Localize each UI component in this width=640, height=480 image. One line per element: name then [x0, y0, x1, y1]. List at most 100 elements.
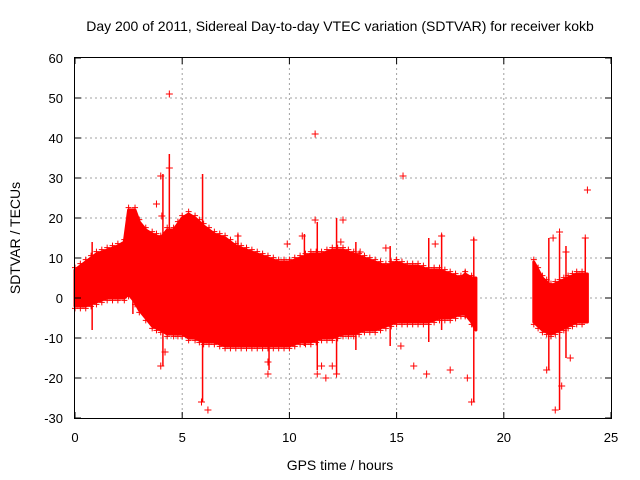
data-point [415, 321, 422, 328]
data-point [283, 240, 291, 248]
data-point [339, 216, 347, 224]
data-point [425, 264, 432, 271]
data-point [104, 297, 111, 304]
data-point [452, 270, 459, 277]
data-point [121, 236, 128, 243]
data-point [211, 341, 218, 348]
data-point [264, 345, 271, 352]
data-point [264, 252, 271, 259]
data-point [104, 244, 111, 251]
data-point [275, 345, 282, 352]
data-point [270, 254, 277, 261]
data-point [243, 345, 250, 352]
data-point [547, 333, 554, 340]
data-point [345, 246, 352, 253]
data-point [356, 248, 364, 256]
data-point [530, 321, 537, 328]
data-point [441, 266, 448, 273]
data-point [125, 204, 132, 211]
data-point [281, 345, 288, 352]
y-tick-label: 60 [49, 51, 63, 66]
y-tick-label: 50 [49, 91, 63, 106]
axis-ticks [74, 57, 612, 419]
data-point [142, 317, 149, 324]
data-point [356, 250, 363, 257]
data-point [153, 230, 160, 237]
gridlines [75, 58, 611, 418]
data-point [258, 328, 266, 336]
data-point [307, 248, 314, 255]
data-point [468, 321, 475, 328]
data-point [530, 256, 537, 263]
data-point [206, 224, 212, 231]
data-point [286, 256, 293, 263]
data-point [311, 216, 319, 224]
data-point [298, 232, 306, 240]
data-point [415, 260, 422, 267]
data-point [539, 329, 546, 336]
data-point [77, 260, 84, 267]
data-point [431, 264, 438, 271]
data-point [114, 297, 121, 304]
data-point [388, 323, 395, 330]
x-tick-label: 10 [282, 430, 296, 445]
data-point [543, 366, 551, 374]
data-point [196, 339, 203, 346]
data-point [179, 212, 186, 219]
data-point [170, 224, 177, 231]
data-point [556, 329, 563, 336]
data-point [157, 232, 164, 239]
data-point [204, 406, 212, 414]
data-point [164, 333, 171, 340]
data-point [388, 258, 395, 265]
data-point [93, 248, 100, 255]
chart-title: Day 200 of 2011, Sidereal Day-to-day VTE… [86, 18, 594, 34]
data-point [157, 172, 165, 180]
data-point [334, 244, 341, 251]
data-point [232, 345, 239, 352]
data-point [579, 268, 586, 275]
data-point [420, 321, 427, 328]
x-tick-label: 20 [497, 430, 511, 445]
data-point [234, 232, 242, 240]
data-point [565, 272, 572, 279]
data-point [340, 333, 346, 340]
data-point [270, 345, 277, 352]
data-point [174, 218, 181, 225]
data-point [436, 317, 443, 324]
data-point [248, 246, 255, 253]
data-point [560, 327, 567, 334]
data-point [333, 370, 341, 378]
y-axis-label: SDTVAR / TECUs [7, 182, 23, 294]
data-point [125, 293, 132, 300]
data-point [393, 256, 400, 263]
data-point [238, 242, 245, 249]
data-point [393, 321, 400, 328]
data-point [302, 250, 309, 257]
data-point [216, 230, 223, 237]
data-point [161, 348, 169, 356]
data-point [431, 240, 439, 248]
data-point [345, 333, 352, 340]
data-point [573, 321, 580, 328]
data-point [562, 248, 570, 256]
data-point [200, 341, 207, 348]
x-tick-label: 5 [179, 430, 186, 445]
data-point [556, 228, 564, 236]
x-tick-label: 15 [389, 430, 403, 445]
data-point [149, 228, 156, 235]
tick-labels: 0 5 10 15 20 25 -30 -20 -10 0 10 20 30 40 50 60 [44, 51, 618, 445]
data-point [211, 228, 218, 235]
data-point [372, 329, 379, 336]
y-tick-label: -20 [44, 371, 63, 386]
data-point [206, 341, 212, 348]
data-point [404, 321, 411, 328]
data-point [423, 370, 431, 378]
data-point [398, 258, 405, 265]
data-point [447, 317, 454, 324]
data-point [366, 329, 373, 336]
data-point [318, 248, 325, 255]
data-point [313, 339, 320, 346]
data-point [377, 258, 384, 265]
data-point [560, 274, 567, 281]
